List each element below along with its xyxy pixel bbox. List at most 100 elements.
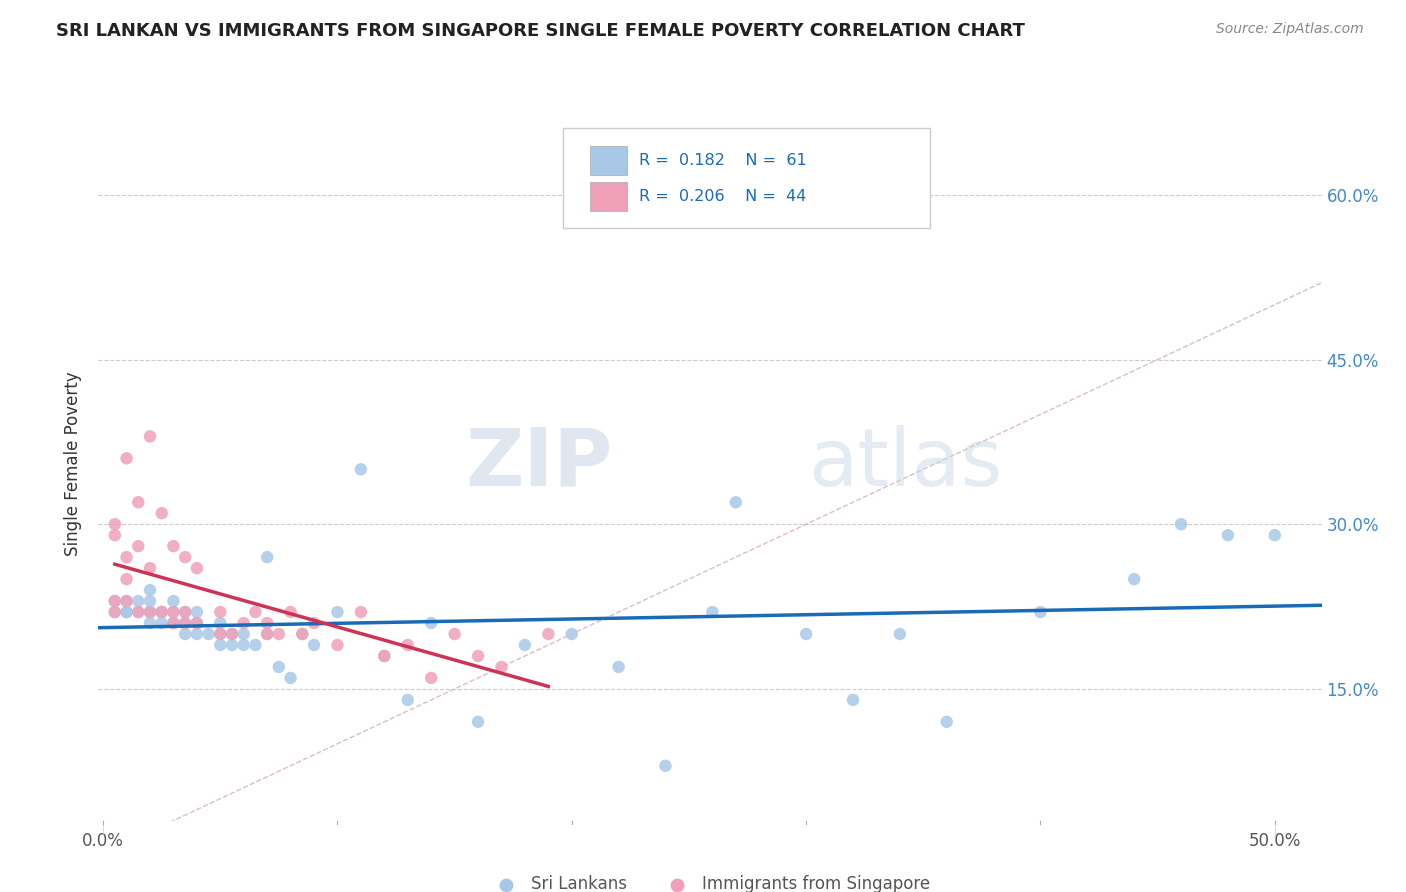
Point bbox=[115, 572, 138, 586]
Point bbox=[127, 539, 149, 553]
Point bbox=[443, 627, 465, 641]
Point bbox=[256, 627, 278, 641]
Text: R =  0.206    N =  44: R = 0.206 N = 44 bbox=[640, 189, 807, 203]
Point bbox=[209, 638, 232, 652]
Point bbox=[256, 615, 278, 630]
Point bbox=[221, 638, 243, 652]
Point bbox=[104, 605, 127, 619]
Point bbox=[245, 605, 267, 619]
Point bbox=[174, 550, 197, 565]
Point bbox=[291, 627, 314, 641]
Point bbox=[1123, 572, 1146, 586]
Point bbox=[174, 615, 197, 630]
Point bbox=[174, 627, 197, 641]
Point bbox=[221, 627, 243, 641]
Point bbox=[232, 627, 254, 641]
Point bbox=[104, 517, 127, 532]
Point bbox=[1029, 605, 1052, 619]
Point bbox=[467, 648, 489, 663]
Point bbox=[280, 671, 302, 685]
Point bbox=[150, 605, 173, 619]
FancyBboxPatch shape bbox=[564, 128, 931, 228]
Point bbox=[162, 539, 184, 553]
Point bbox=[842, 693, 865, 707]
Point bbox=[139, 615, 162, 630]
Point bbox=[162, 615, 184, 630]
Point bbox=[232, 615, 254, 630]
Point bbox=[209, 605, 232, 619]
Point bbox=[420, 615, 443, 630]
Point bbox=[267, 627, 290, 641]
Point bbox=[537, 627, 560, 641]
Point bbox=[280, 605, 302, 619]
Point bbox=[139, 594, 162, 608]
Point bbox=[256, 627, 278, 641]
Point bbox=[1264, 528, 1286, 542]
Legend: Sri Lankans, Immigrants from Singapore: Sri Lankans, Immigrants from Singapore bbox=[484, 868, 936, 892]
Point bbox=[373, 648, 395, 663]
Point bbox=[373, 648, 395, 663]
Point bbox=[209, 627, 232, 641]
Point bbox=[186, 561, 208, 575]
Point bbox=[162, 605, 184, 619]
Point bbox=[150, 605, 173, 619]
Text: R =  0.182    N =  61: R = 0.182 N = 61 bbox=[640, 153, 807, 168]
Point bbox=[174, 605, 197, 619]
Point bbox=[174, 605, 197, 619]
Point bbox=[607, 660, 630, 674]
Point bbox=[186, 615, 208, 630]
Point bbox=[467, 714, 489, 729]
Point bbox=[291, 627, 314, 641]
Point bbox=[186, 627, 208, 641]
Point bbox=[186, 605, 208, 619]
Point bbox=[139, 583, 162, 598]
Y-axis label: Single Female Poverty: Single Female Poverty bbox=[65, 372, 83, 556]
Point bbox=[420, 671, 443, 685]
Point bbox=[127, 605, 149, 619]
Text: SRI LANKAN VS IMMIGRANTS FROM SINGAPORE SINGLE FEMALE POVERTY CORRELATION CHART: SRI LANKAN VS IMMIGRANTS FROM SINGAPORE … bbox=[56, 22, 1025, 40]
Point bbox=[326, 605, 349, 619]
Point bbox=[115, 550, 138, 565]
Point bbox=[139, 429, 162, 443]
Point bbox=[1170, 517, 1192, 532]
Point bbox=[561, 627, 583, 641]
Point bbox=[197, 627, 219, 641]
Point bbox=[115, 594, 138, 608]
Point bbox=[115, 594, 138, 608]
Point bbox=[256, 550, 278, 565]
Point bbox=[127, 605, 149, 619]
Point bbox=[794, 627, 817, 641]
Point bbox=[104, 594, 127, 608]
Point bbox=[150, 506, 173, 520]
Point bbox=[127, 594, 149, 608]
Point bbox=[396, 693, 419, 707]
Point bbox=[245, 638, 267, 652]
Point bbox=[150, 615, 173, 630]
Text: ZIP: ZIP bbox=[465, 425, 612, 503]
Point bbox=[139, 605, 162, 619]
Bar bbox=[591, 182, 627, 211]
Point bbox=[724, 495, 747, 509]
Point bbox=[654, 758, 676, 772]
Point bbox=[104, 594, 127, 608]
Point bbox=[174, 615, 197, 630]
Text: Source: ZipAtlas.com: Source: ZipAtlas.com bbox=[1216, 22, 1364, 37]
Point bbox=[267, 660, 290, 674]
Point bbox=[513, 638, 536, 652]
Point bbox=[150, 605, 173, 619]
Point bbox=[935, 714, 957, 729]
Point bbox=[1216, 528, 1239, 542]
Point bbox=[104, 528, 127, 542]
Point bbox=[326, 638, 349, 652]
Point bbox=[350, 462, 373, 476]
Point bbox=[162, 615, 184, 630]
Point bbox=[350, 605, 373, 619]
Point bbox=[115, 605, 138, 619]
Point bbox=[396, 638, 419, 652]
Point bbox=[104, 605, 127, 619]
Point bbox=[115, 451, 138, 466]
Point bbox=[115, 605, 138, 619]
Point bbox=[139, 605, 162, 619]
Point bbox=[302, 615, 325, 630]
Bar bbox=[591, 146, 627, 175]
